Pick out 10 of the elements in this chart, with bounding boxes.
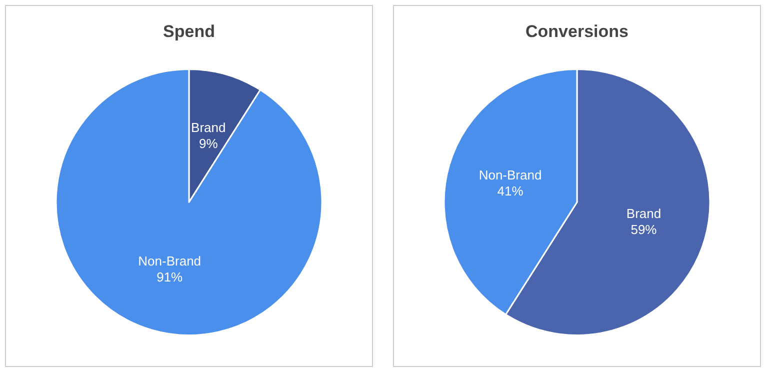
chart-title: Conversions (526, 22, 628, 41)
slice-label: Brand (191, 120, 226, 135)
chart-title: Spend (163, 22, 215, 41)
data-label: 9% (198, 136, 218, 151)
slice-label: Brand (626, 206, 662, 222)
data-label: 91% (156, 269, 184, 284)
data-label: 41% (497, 183, 524, 198)
slice-label: Non-Brand (138, 253, 202, 268)
data-label: 59% (630, 222, 658, 238)
slice-label: Non-Brand (478, 167, 542, 182)
